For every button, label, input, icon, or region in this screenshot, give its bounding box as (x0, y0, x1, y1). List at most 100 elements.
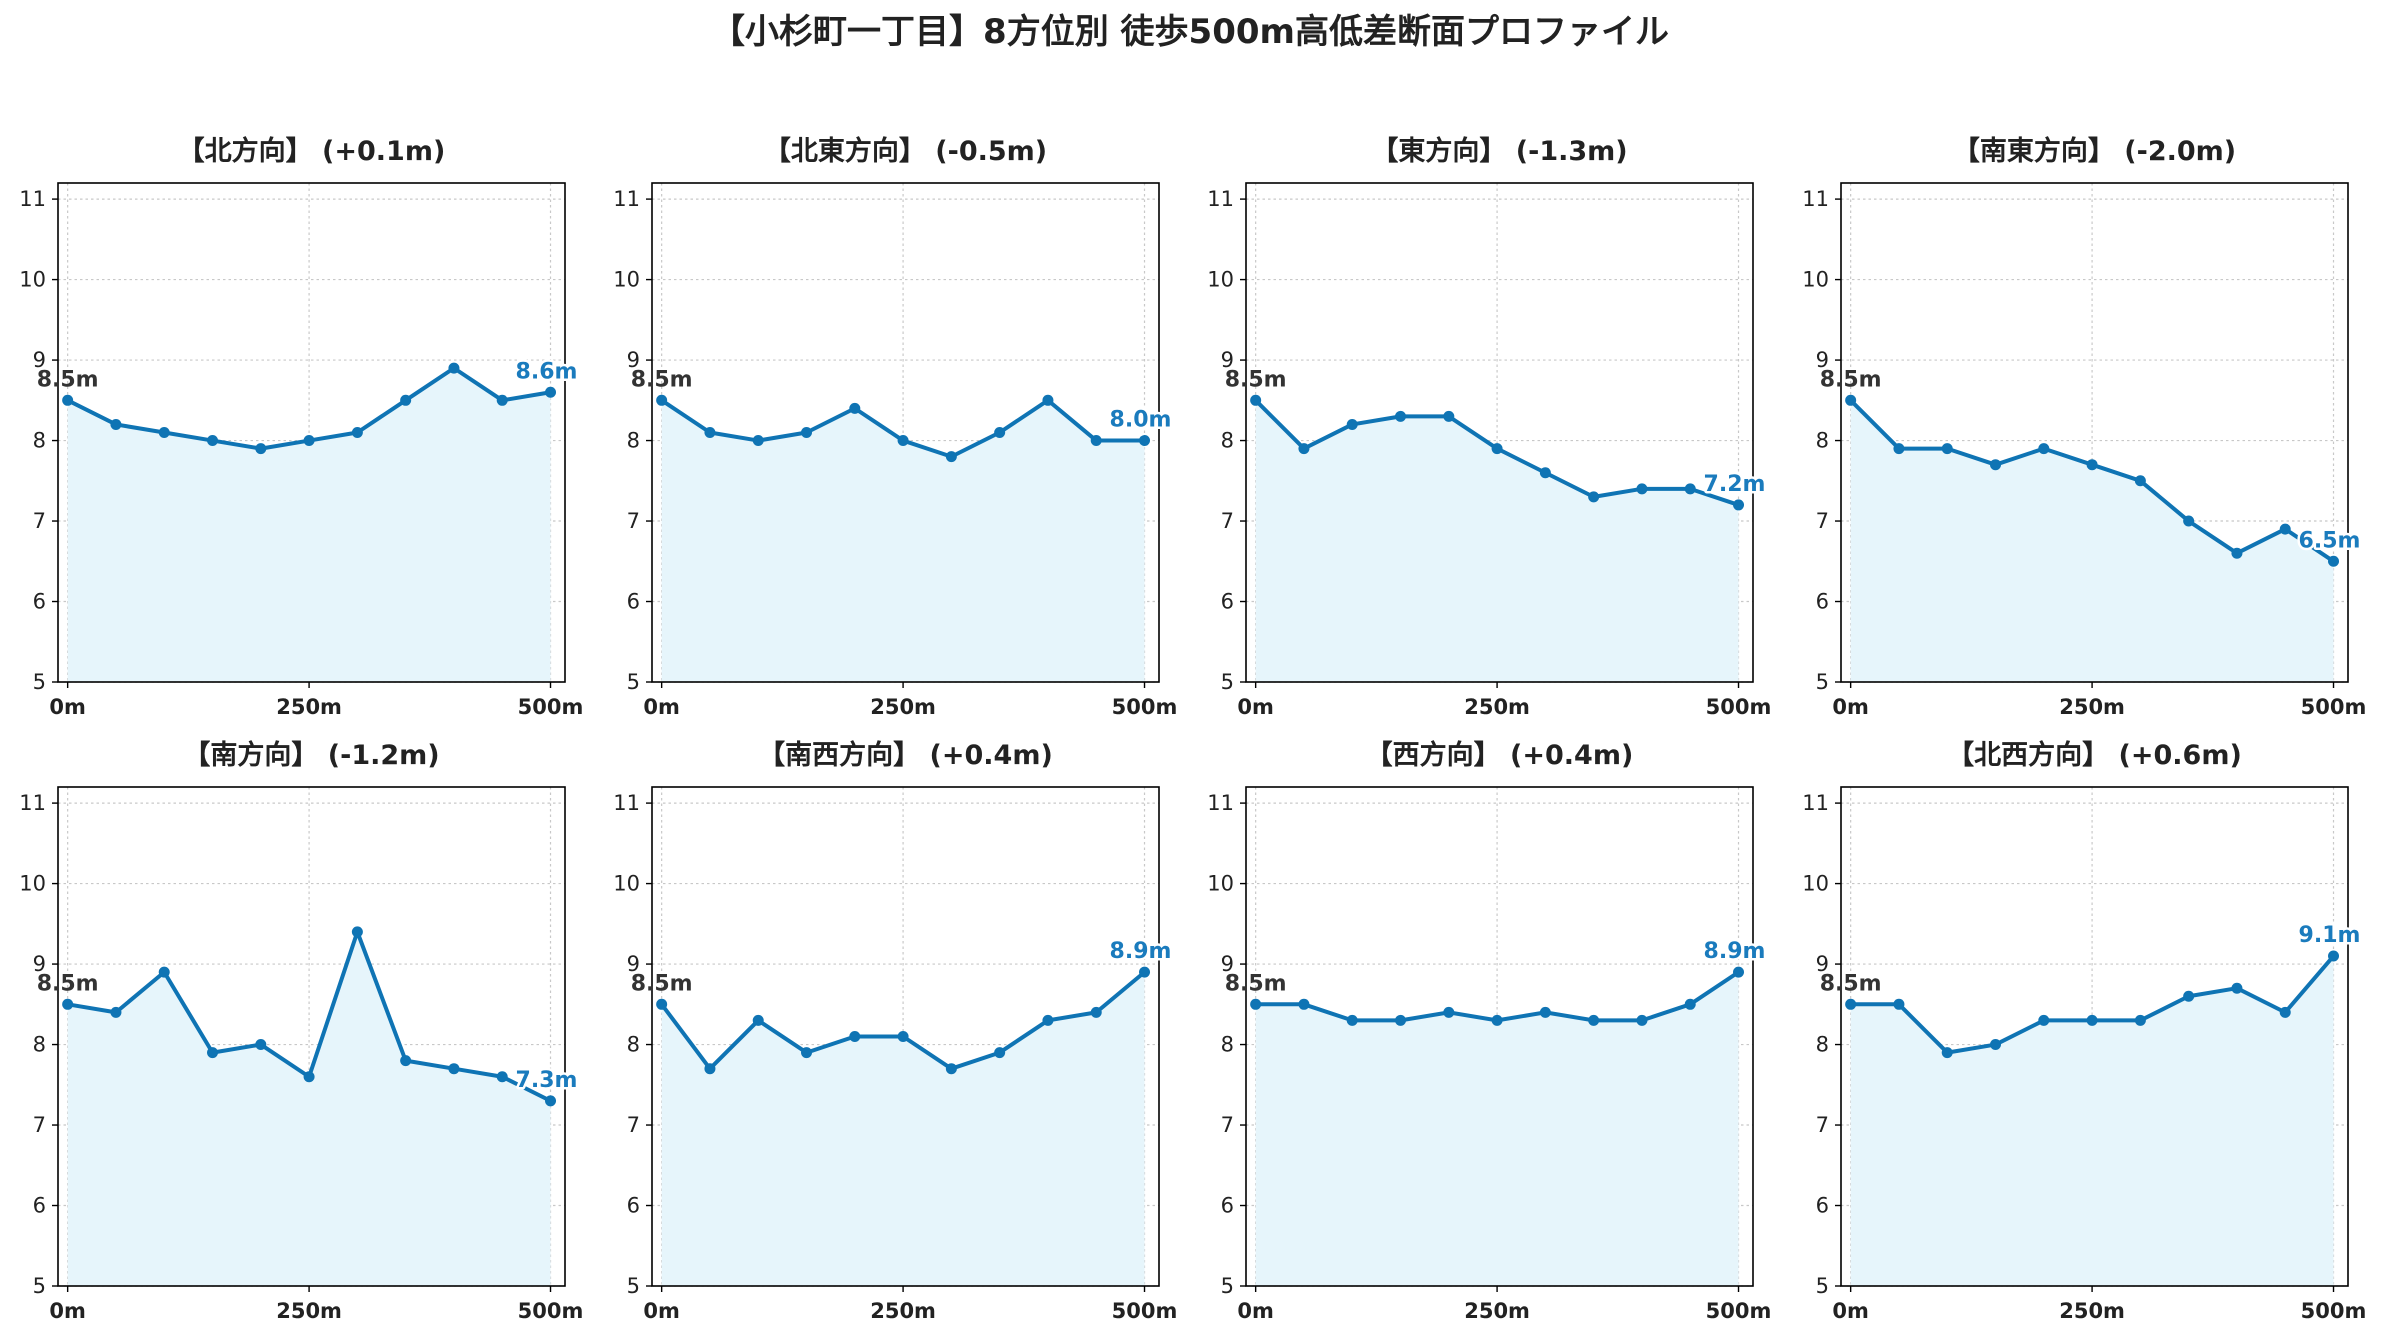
panel-grid: 【北方向】 (+0.1m) 5 6 7 8 9 10 11 0m 250m 500m 8.5m 8.6m… (19, 135, 2366, 1323)
elevation-area (1255, 400, 1739, 682)
axes-frame (57, 786, 566, 1287)
data-point (400, 1055, 412, 1067)
data-point (1893, 443, 1905, 455)
x-tick-label: 500m (1112, 1299, 1178, 1323)
x-tick-label: 0m (1237, 695, 1274, 719)
y-tick-label: 7 (33, 1113, 46, 1137)
data-point (1636, 1014, 1648, 1026)
y-tick-label: 7 (627, 509, 640, 533)
chart-panel: 【南方向】 (-1.2m) 5 6 7 8 9 10 11 0m 250m 500m 8.5m 7.3m (19, 739, 583, 1323)
data-point (1042, 1014, 1054, 1026)
y-tick-label: 9 (1221, 952, 1234, 976)
data-point (545, 386, 557, 398)
y-tick-label: 6 (1816, 590, 1829, 614)
data-point (994, 1047, 1006, 1059)
x-tick-label: 0m (49, 1299, 86, 1323)
y-tick-label: 10 (613, 872, 640, 896)
elevation-area (1850, 956, 2334, 1286)
y-tick-label: 11 (19, 791, 46, 815)
start-elevation-label: 8.5m (37, 971, 99, 996)
end-elevation-label: 7.3m (516, 1068, 578, 1093)
x-tick-label: 500m (518, 695, 584, 719)
data-point (2038, 1014, 2050, 1026)
data-point (656, 394, 668, 406)
elevation-area (1850, 400, 2334, 682)
y-tick-label: 5 (33, 1274, 46, 1298)
data-point (1139, 966, 1151, 978)
data-point (1443, 1006, 1455, 1018)
elevation-area (661, 400, 1145, 682)
data-point (656, 998, 668, 1010)
chart-title: 【東方向】 (-1.3m) (1371, 135, 1627, 167)
data-point (110, 418, 122, 430)
y-tick-label: 6 (627, 590, 640, 614)
data-point (255, 443, 267, 455)
chart-panel: 【南西方向】 (+0.4m) 5 6 7 8 9 10 11 0m 250m 500m 8.5m 8.9… (613, 739, 1177, 1323)
x-tick-label: 0m (1832, 695, 1869, 719)
y-tick-label: 7 (1816, 1113, 1829, 1137)
data-point (801, 427, 813, 438)
data-point (2038, 443, 2050, 455)
data-point (1395, 410, 1407, 422)
y-tick-label: 5 (627, 670, 640, 694)
y-tick-label: 8 (627, 1033, 640, 1057)
chart-panel: 【東方向】 (-1.3m) 5 6 7 8 9 10 11 0m 250m 500m 8.5m 7.2m (1207, 135, 1771, 719)
data-point (2328, 555, 2340, 567)
y-tick-label: 11 (1802, 187, 1829, 211)
data-point (704, 427, 716, 438)
data-point (1893, 998, 1905, 1010)
start-elevation-label: 8.5m (631, 971, 693, 996)
data-point (704, 1063, 716, 1075)
data-point (1139, 435, 1151, 447)
data-point (2134, 1014, 2146, 1026)
chart-title: 【西方向】 (+0.4m) (1366, 739, 1634, 771)
y-tick-label: 9 (33, 348, 46, 372)
start-elevation-label: 8.5m (1820, 367, 1882, 392)
x-tick-label: 0m (49, 695, 86, 719)
chart-panel: 【北方向】 (+0.1m) 5 6 7 8 9 10 11 0m 250m 500m 8.5m 8.6m (19, 135, 583, 719)
start-elevation-label: 8.5m (37, 367, 99, 392)
y-tick-label: 10 (1802, 872, 1829, 896)
end-elevation-label: 8.9m (1704, 939, 1766, 964)
x-tick-label: 0m (643, 1299, 680, 1323)
data-point (2279, 1006, 2291, 1018)
data-point (1298, 998, 1310, 1010)
x-tick-label: 500m (1112, 695, 1178, 719)
data-point (801, 1047, 813, 1059)
x-tick-label: 0m (1237, 1299, 1274, 1323)
x-tick-label: 250m (2059, 695, 2125, 719)
x-tick-label: 250m (276, 695, 342, 719)
data-point (1941, 443, 1953, 455)
data-point (1395, 1014, 1407, 1026)
y-tick-label: 11 (1802, 791, 1829, 815)
data-point (448, 362, 460, 374)
data-point (496, 1071, 508, 1083)
data-point (1298, 443, 1310, 455)
data-point (2086, 459, 2098, 471)
data-point (62, 394, 74, 406)
y-tick-label: 7 (1221, 1113, 1234, 1137)
y-tick-label: 10 (19, 872, 46, 896)
chart-panel: 【南東方向】 (-2.0m) 5 6 7 8 9 10 11 0m 250m 500m 8.5m 6.5… (1802, 135, 2366, 719)
end-elevation-label: 8.6m (516, 359, 578, 384)
y-tick-label: 9 (627, 952, 640, 976)
data-point (1346, 418, 1358, 430)
x-tick-label: 250m (870, 695, 936, 719)
start-elevation-label: 8.5m (1820, 971, 1882, 996)
chart-title: 【北東方向】 (-0.5m) (764, 135, 1047, 167)
data-point (207, 1047, 219, 1059)
y-tick-label: 9 (627, 348, 640, 372)
axes-frame (651, 182, 1160, 683)
data-point (1250, 998, 1262, 1010)
y-tick-label: 11 (1207, 187, 1234, 211)
data-point (1588, 1014, 1600, 1026)
data-point (1733, 499, 1745, 511)
x-tick-label: 250m (870, 1299, 936, 1323)
data-point (351, 427, 363, 438)
data-point (1588, 491, 1600, 503)
y-tick-label: 9 (33, 952, 46, 976)
data-point (158, 966, 170, 978)
y-tick-label: 10 (1207, 872, 1234, 896)
data-point (1491, 1014, 1503, 1026)
y-tick-label: 6 (1221, 590, 1234, 614)
